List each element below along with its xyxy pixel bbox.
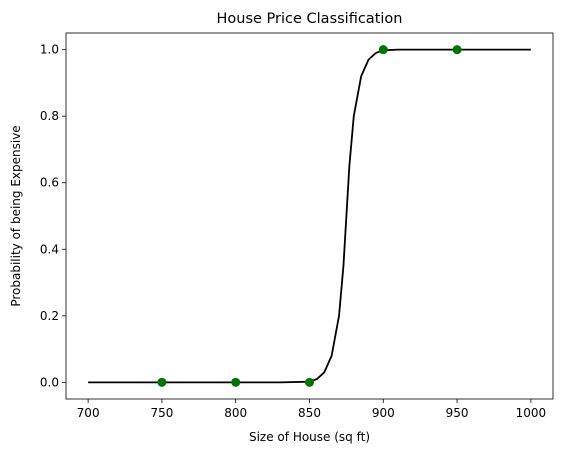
x-tick-label: 700: [77, 406, 100, 420]
x-tick-label: 850: [298, 406, 321, 420]
data-point: [157, 377, 167, 387]
data-point: [452, 45, 462, 55]
x-axis-label: Size of House (sq ft): [249, 430, 370, 444]
series-layer: [88, 45, 531, 387]
chart-title: House Price Classification: [217, 11, 403, 27]
y-axis-label: Probability of being Expensive: [9, 125, 23, 306]
y-tick-label: 0.2: [40, 309, 59, 323]
data-point: [305, 377, 314, 387]
y-tick-label: 0.6: [40, 176, 59, 190]
plot-frame: [65, 32, 554, 400]
x-tick-label: 1000: [516, 406, 547, 420]
y-tick-label: 0.8: [40, 109, 59, 123]
y-axis-ticks: 0.0 0.2 0.4 0.6 0.8 1.0: [40, 43, 66, 389]
data-point: [378, 45, 388, 55]
sigmoid-line: [88, 48, 531, 384]
x-tick-label: 900: [372, 406, 395, 420]
plot-background: [66, 33, 553, 399]
x-tick-label: 750: [150, 406, 173, 420]
data-point: [231, 377, 241, 387]
y-tick-label: 1.0: [40, 43, 59, 57]
y-tick-label: 0.0: [40, 375, 59, 389]
x-axis-ticks: 700 750 800 850 900 950 1000: [77, 399, 546, 420]
x-tick-label: 950: [446, 406, 469, 420]
x-tick-label: 800: [224, 406, 247, 420]
y-tick-label: 0.4: [40, 242, 59, 256]
